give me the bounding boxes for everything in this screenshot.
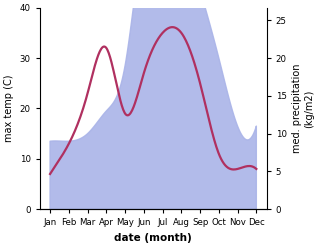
Y-axis label: med. precipitation
(kg/m2): med. precipitation (kg/m2) xyxy=(292,64,314,153)
X-axis label: date (month): date (month) xyxy=(114,233,192,243)
Y-axis label: max temp (C): max temp (C) xyxy=(4,75,14,142)
